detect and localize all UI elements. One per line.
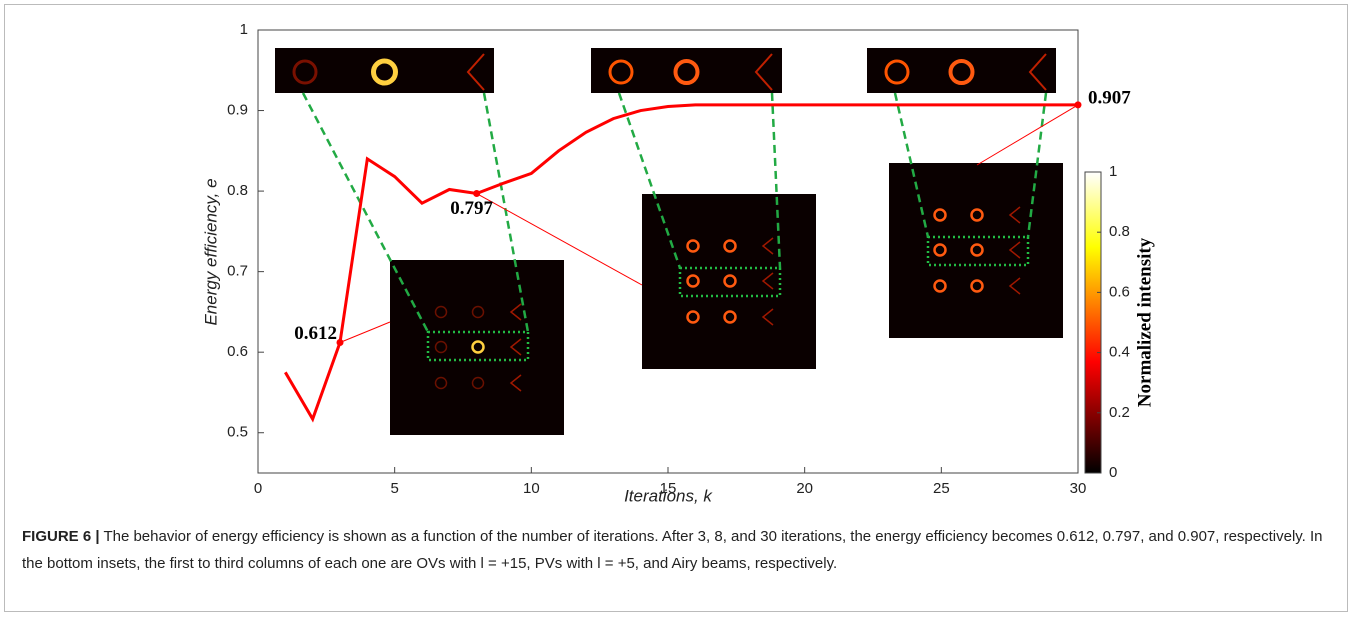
colorbar-tick-label: 0 bbox=[1109, 464, 1117, 481]
y-axis-label: Energy efficiency, e bbox=[201, 178, 220, 325]
pointer bbox=[340, 322, 390, 343]
inset-image bbox=[642, 194, 816, 369]
caption: FIGURE 6 | The behavior of energy effici… bbox=[22, 523, 1332, 577]
inset-strip bbox=[591, 48, 782, 93]
colorbar bbox=[1085, 172, 1101, 473]
colorbar-label: Normalized intensity bbox=[1134, 237, 1155, 407]
y-tick-label: 0.8 bbox=[227, 182, 248, 199]
annotation-marker bbox=[337, 339, 344, 346]
inset-image bbox=[390, 260, 564, 435]
x-tick-label: 0 bbox=[254, 480, 262, 497]
colorbar-tick-label: 0.6 bbox=[1109, 283, 1130, 300]
inset bbox=[275, 48, 564, 435]
x-tick-label: 15 bbox=[660, 480, 677, 497]
caption-label: FIGURE 6 | bbox=[22, 528, 100, 545]
colorbar-tick-label: 0.2 bbox=[1109, 404, 1130, 421]
colorbar-tick-label: 1 bbox=[1109, 163, 1117, 180]
y-tick-label: 0.7 bbox=[227, 263, 248, 280]
page: Iterations, k Energy efficiency, e 05101… bbox=[0, 0, 1354, 618]
zoom-line bbox=[303, 93, 428, 332]
y-tick-label: 0.6 bbox=[227, 343, 248, 360]
inset-strip bbox=[275, 48, 494, 93]
annotation-marker bbox=[473, 190, 480, 197]
y-tick-label: 0.5 bbox=[227, 424, 248, 441]
annotation-label: 0.797 bbox=[450, 198, 493, 219]
x-tick-label: 25 bbox=[933, 480, 950, 497]
caption-text: The behavior of energy efficiency is sho… bbox=[22, 528, 1323, 572]
inset-strip bbox=[867, 48, 1056, 93]
annotation-label: 0.612 bbox=[294, 323, 337, 344]
inset bbox=[867, 48, 1063, 338]
x-tick-label: 10 bbox=[523, 480, 540, 497]
pointer bbox=[977, 105, 1078, 165]
x-tick-label: 5 bbox=[390, 480, 398, 497]
inset bbox=[591, 48, 816, 369]
x-tick-label: 30 bbox=[1070, 480, 1087, 497]
colorbar-tick-label: 0.8 bbox=[1109, 223, 1130, 240]
annotation-marker bbox=[1075, 101, 1082, 108]
x-tick-label: 20 bbox=[796, 480, 813, 497]
y-tick-label: 0.9 bbox=[227, 102, 248, 119]
inset-image bbox=[889, 163, 1063, 338]
y-tick-label: 1 bbox=[240, 21, 248, 38]
annotation-label: 0.907 bbox=[1088, 87, 1131, 108]
colorbar-tick-label: 0.4 bbox=[1109, 344, 1130, 361]
